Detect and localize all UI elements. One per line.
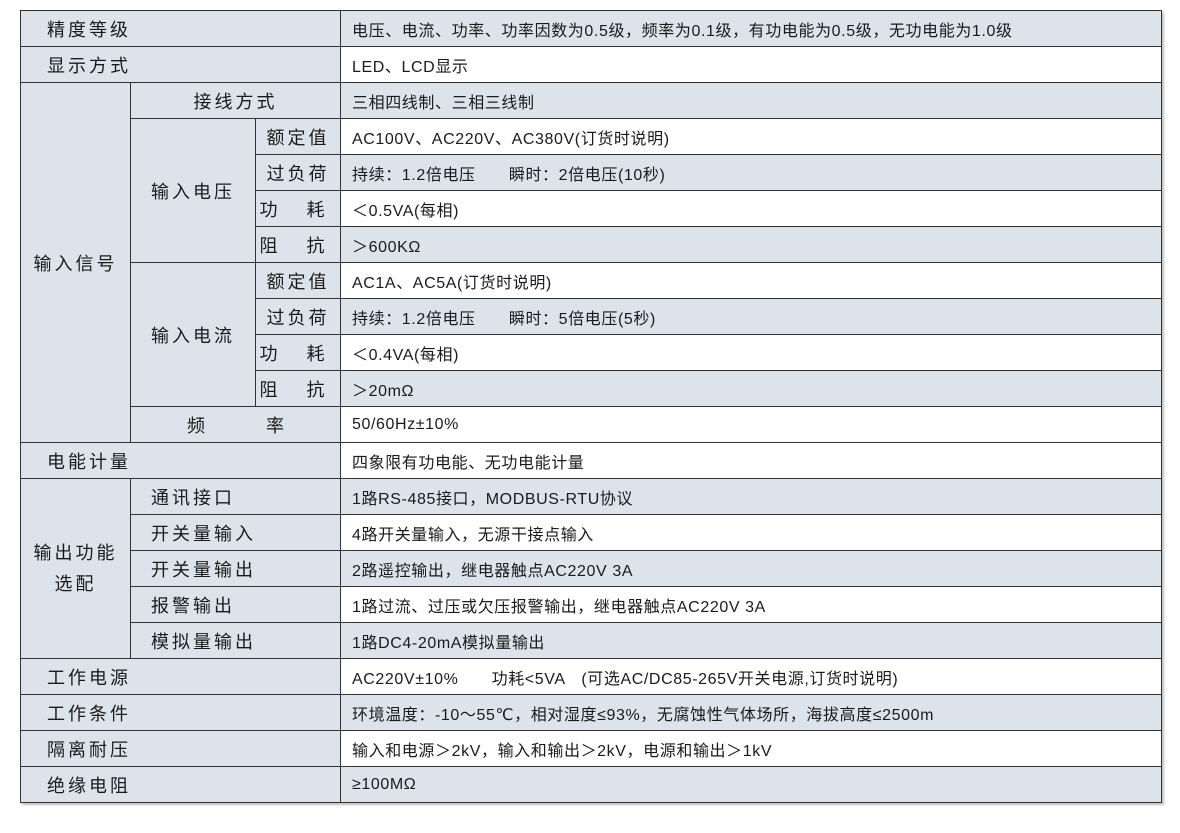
label-output-options: 输出功能 选配 bbox=[20, 478, 131, 659]
label-accuracy: 精度等级 bbox=[20, 10, 341, 47]
value-current-power: ＜0.4VA(每相) bbox=[340, 334, 1162, 371]
row-alarm: 报警输出 1路过流、过压或欠压报警输出，继电器触点AC220V 3A bbox=[21, 586, 1162, 623]
value-display: LED、LCD显示 bbox=[340, 46, 1162, 83]
label-current-impedance: 阻 抗 bbox=[255, 370, 341, 407]
label-power-supply: 工作电源 bbox=[20, 658, 341, 695]
label-voltage-impedance: 阻 抗 bbox=[255, 226, 341, 263]
row-current-power: 功 耗 ＜0.4VA(每相) bbox=[21, 334, 1162, 371]
value-current-rated: AC1A、AC5A(订货时说明) bbox=[340, 262, 1162, 299]
row-di: 开关量输入 4路开关量输入，无源干接点输入 bbox=[21, 514, 1162, 551]
label-voltage-overload: 过负荷 bbox=[255, 154, 341, 191]
row-conditions: 工作条件 环境温度：-10～55℃，相对湿度≤93%，无腐蚀性气体场所，海拔高度… bbox=[20, 694, 1162, 731]
row-voltage-overload: 过负荷 持续：1.2倍电压 瞬时：2倍电压(10秒) bbox=[21, 154, 1162, 191]
value-voltage-rated: AC100V、AC220V、AC380V(订货时说明) bbox=[340, 118, 1162, 155]
row-display: 显示方式 LED、LCD显示 bbox=[20, 46, 1162, 83]
label-isolation: 隔离耐压 bbox=[20, 730, 341, 767]
row-current-impedance: 阻 抗 ＞20mΩ bbox=[21, 370, 1162, 407]
label-output-line2: 选配 bbox=[54, 573, 97, 594]
value-energy: 四象限有功电能、无功电能计量 bbox=[340, 442, 1162, 479]
row-voltage-power: 功 耗 ＜0.5VA(每相) bbox=[21, 190, 1162, 227]
label-frequency: 频 率 bbox=[130, 406, 341, 443]
label-voltage-power: 功 耗 bbox=[255, 190, 341, 227]
row-comm: 输出功能 选配 通讯接口 1路RS-485接口，MODBUS-RTU协议 bbox=[20, 478, 1162, 659]
label-current-power: 功 耗 bbox=[255, 334, 341, 371]
value-accuracy: 电压、电流、功率、功率因数为0.5级，频率为0.1级，有功电能为0.5级，无功电… bbox=[340, 10, 1162, 47]
row-analog: 模拟量输出 1路DC4-20mA模拟量输出 bbox=[21, 622, 1162, 659]
label-insulation: 绝缘电阻 bbox=[20, 766, 341, 803]
label-input-current: 输入电流 bbox=[130, 262, 256, 407]
label-di: 开关量输入 bbox=[130, 514, 341, 551]
label-alarm: 报警输出 bbox=[130, 586, 341, 623]
label-current-overload: 过负荷 bbox=[255, 298, 341, 335]
value-isolation: 输入和电源＞2kV，输入和输出＞2kV，电源和输出＞1kV bbox=[340, 730, 1162, 767]
row-wiring: 输入信号 接线方式 三相四线制、三相三线制 bbox=[20, 82, 1162, 443]
value-wiring: 三相四线制、三相三线制 bbox=[340, 82, 1162, 119]
value-voltage-overload: 持续：1.2倍电压 瞬时：2倍电压(10秒) bbox=[340, 154, 1162, 191]
row-insulation: 绝缘电阻 ≥100MΩ bbox=[20, 766, 1162, 803]
row-voltage-rated: 输入电压 额定值 AC100V、AC220V、AC380V(订货时说明) bbox=[21, 118, 1162, 263]
value-conditions: 环境温度：-10～55℃，相对湿度≤93%，无腐蚀性气体场所，海拔高度≤2500… bbox=[340, 694, 1162, 731]
label-analog: 模拟量输出 bbox=[130, 622, 341, 659]
value-voltage-impedance: ＞600KΩ bbox=[340, 226, 1162, 263]
label-input-signal: 输入信号 bbox=[20, 82, 131, 443]
row-accuracy: 精度等级 电压、电流、功率、功率因数为0.5级，频率为0.1级，有功电能为0.5… bbox=[20, 10, 1162, 47]
row-current-overload: 过负荷 持续：1.2倍电压 瞬时：5倍电压(5秒) bbox=[21, 298, 1162, 335]
value-comm: 1路RS-485接口，MODBUS-RTU协议 bbox=[340, 478, 1162, 515]
label-comm: 通讯接口 bbox=[130, 478, 341, 515]
label-input-voltage: 输入电压 bbox=[130, 118, 256, 263]
value-current-overload: 持续：1.2倍电压 瞬时：5倍电压(5秒) bbox=[340, 298, 1162, 335]
value-alarm: 1路过流、过压或欠压报警输出，继电器触点AC220V 3A bbox=[340, 586, 1162, 623]
value-insulation: ≥100MΩ bbox=[340, 766, 1162, 803]
row-current-rated: 输入电流 额定值 AC1A、AC5A(订货时说明) bbox=[21, 262, 1162, 407]
value-do: 2路遥控输出，继电器触点AC220V 3A bbox=[340, 550, 1162, 587]
value-analog: 1路DC4-20mA模拟量输出 bbox=[340, 622, 1162, 659]
row-isolation: 隔离耐压 输入和电源＞2kV，输入和输出＞2kV，电源和输出＞1kV bbox=[20, 730, 1162, 767]
row-voltage-impedance: 阻 抗 ＞600KΩ bbox=[21, 226, 1162, 263]
value-frequency: 50/60Hz±10% bbox=[340, 406, 1162, 443]
label-energy: 电能计量 bbox=[20, 442, 341, 479]
label-do: 开关量输出 bbox=[130, 550, 341, 587]
value-di: 4路开关量输入，无源干接点输入 bbox=[340, 514, 1162, 551]
row-do: 开关量输出 2路遥控输出，继电器触点AC220V 3A bbox=[21, 550, 1162, 587]
label-current-rated: 额定值 bbox=[255, 262, 341, 299]
value-voltage-power: ＜0.5VA(每相) bbox=[340, 190, 1162, 227]
value-current-impedance: ＞20mΩ bbox=[340, 370, 1162, 407]
label-output-line1: 输出功能 bbox=[33, 542, 118, 563]
row-power-supply: 工作电源 AC220V±10% 功耗<5VA (可选AC/DC85-265V开关… bbox=[20, 658, 1162, 695]
label-display: 显示方式 bbox=[20, 46, 341, 83]
label-wiring: 接线方式 bbox=[130, 82, 341, 119]
label-conditions: 工作条件 bbox=[20, 694, 341, 731]
spec-table: 精度等级 电压、电流、功率、功率因数为0.5级，频率为0.1级，有功电能为0.5… bbox=[20, 10, 1162, 803]
value-power-supply: AC220V±10% 功耗<5VA (可选AC/DC85-265V开关电源,订货… bbox=[340, 658, 1162, 695]
label-voltage-rated: 额定值 bbox=[255, 118, 341, 155]
row-energy: 电能计量 四象限有功电能、无功电能计量 bbox=[20, 442, 1162, 479]
row-frequency: 频 率 50/60Hz±10% bbox=[21, 406, 1162, 443]
